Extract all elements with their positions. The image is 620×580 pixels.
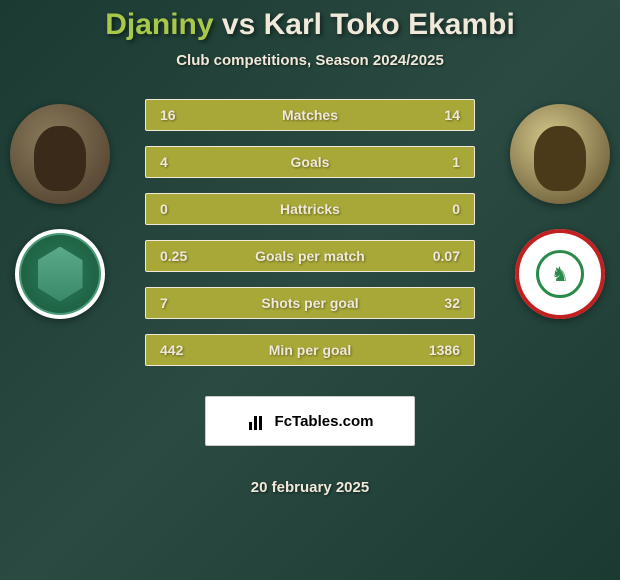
- stat-label: Goals: [291, 154, 330, 170]
- stat-right-value: 1: [452, 154, 460, 170]
- comparison-container: Djaniny vs Karl Toko Ekambi Club competi…: [0, 0, 620, 580]
- content-area: ♞ 16 Matches 14 4 Goals 1 0 Hattricks 0 …: [0, 99, 620, 580]
- player2-club-logo: ♞: [515, 229, 605, 319]
- page-title: Djaniny vs Karl Toko Ekambi: [105, 8, 515, 42]
- subtitle: Club competitions, Season 2024/2025: [176, 52, 444, 69]
- stat-label: Goals per match: [255, 248, 365, 264]
- stat-label: Matches: [282, 107, 338, 123]
- date-text: 20 february 2025: [251, 479, 369, 496]
- stat-row-goals-per-match: 0.25 Goals per match 0.07: [145, 240, 475, 272]
- stat-right-value: 14: [444, 107, 460, 123]
- stat-row-goals: 4 Goals 1: [145, 146, 475, 178]
- stat-left-value: 0: [160, 201, 168, 217]
- stat-row-shots-per-goal: 7 Shots per goal 32: [145, 287, 475, 319]
- stat-row-hattricks: 0 Hattricks 0: [145, 193, 475, 225]
- player2-avatar: [510, 104, 610, 204]
- stat-right-value: 0.07: [433, 248, 460, 264]
- player1-avatar: [10, 104, 110, 204]
- right-avatars: ♞: [510, 104, 610, 319]
- stat-right-value: 1386: [429, 342, 460, 358]
- stat-left-value: 16: [160, 107, 176, 123]
- player1-name: Djaniny: [105, 8, 213, 41]
- player1-club-logo: [15, 229, 105, 319]
- stat-label: Min per goal: [269, 342, 351, 358]
- player2-name: Karl Toko Ekambi: [264, 8, 515, 41]
- face-icon: [34, 126, 86, 191]
- stats-list: 16 Matches 14 4 Goals 1 0 Hattricks 0 0.…: [145, 99, 475, 580]
- branding-logo[interactable]: FcTables.com: [205, 396, 415, 446]
- stat-left-value: 0.25: [160, 248, 187, 264]
- stat-right-value: 32: [444, 295, 460, 311]
- horse-icon: ♞: [548, 262, 572, 286]
- face-icon: [534, 126, 586, 191]
- bars-chart-icon: [247, 410, 269, 432]
- stat-label: Hattricks: [280, 201, 340, 217]
- branding-text: FcTables.com: [275, 413, 374, 430]
- stat-row-matches: 16 Matches 14: [145, 99, 475, 131]
- stat-left-value: 7: [160, 295, 168, 311]
- stat-right-value: 0: [452, 201, 460, 217]
- vs-text: vs: [222, 8, 255, 41]
- left-avatars: [10, 104, 110, 319]
- stat-left-value: 4: [160, 154, 168, 170]
- stat-row-min-per-goal: 442 Min per goal 1386: [145, 334, 475, 366]
- stat-left-value: 442: [160, 342, 183, 358]
- stat-label: Shots per goal: [261, 295, 358, 311]
